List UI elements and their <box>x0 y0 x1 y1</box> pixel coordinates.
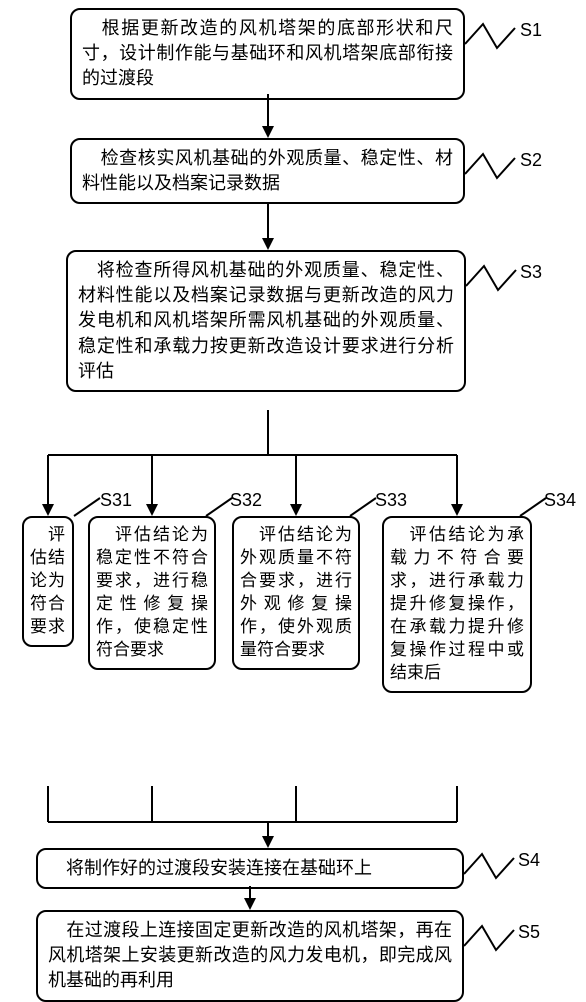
step-s33-box: 评估结论为外观质量不符合要求，进行外观修复操作，使外观质量符合要求 <box>232 516 360 670</box>
step-s3-box: 将检查所得风机基础的外观质量、稳定性、材料性能以及档案记录数据与更新改造的风力发… <box>66 250 466 392</box>
step-s32-box: 评估结论为稳定性不符合要求，进行稳定性修复操作，使稳定性符合要求 <box>88 516 216 670</box>
step-s33-label: S33 <box>375 490 407 511</box>
label-connector-s5 <box>464 918 519 958</box>
step-s1-box: 根据更新改造的风机塔架的底部形状和尺寸，设计制作能与基础环和风机塔架底部衔接的过… <box>70 8 465 100</box>
step-s1-label: S1 <box>520 20 542 41</box>
label-connector-s2 <box>465 146 520 186</box>
step-s4-text: 将制作好的过渡段安装连接在基础环上 <box>48 858 372 878</box>
step-s34-label: S34 <box>544 490 576 511</box>
label-connector-s1 <box>465 16 520 56</box>
step-s32-label: S32 <box>230 490 262 511</box>
arrow-s2-s3 <box>258 204 278 250</box>
arrow-s1-s2 <box>258 94 278 138</box>
step-s5-label: S5 <box>518 922 540 943</box>
step-s5-text: 在过渡段上连接固定更新改造的风机塔架，再在风机塔架上安装更新改造的风力发电机，即… <box>48 920 452 990</box>
arrow-s4-s5 <box>240 886 260 910</box>
step-s4-label: S4 <box>518 850 540 871</box>
label-connector-s4 <box>464 846 519 886</box>
step-s2-text: 检查核实风机基础的外观质量、稳定性、材料性能以及档案记录数据 <box>82 148 453 193</box>
step-s34-text: 评估结论为承载力不符合要求，进行承载力提升修复操作，在承载力提升修复操作过程中或… <box>390 525 524 682</box>
label-connector-s32 <box>206 494 232 520</box>
step-s5-box: 在过渡段上连接固定更新改造的风机塔架，再在风机塔架上安装更新改造的风力发电机，即… <box>36 910 464 1002</box>
step-s34-box: 评估结论为承载力不符合要求，进行承载力提升修复操作，在承载力提升修复操作过程中或… <box>382 516 532 693</box>
label-connector-s3 <box>466 258 521 298</box>
label-connector-s34 <box>520 494 546 520</box>
step-s31-text: 评估结论为符合要求 <box>30 525 66 636</box>
step-s3-text: 将检查所得风机基础的外观质量、稳定性、材料性能以及档案记录数据与更新改造的风力发… <box>78 260 454 381</box>
label-connector-s33 <box>350 494 376 520</box>
step-s3-label: S3 <box>520 262 542 283</box>
step-s4-box: 将制作好的过渡段安装连接在基础环上 <box>36 848 464 889</box>
merge-children-s4 <box>0 786 586 848</box>
step-s33-text: 评估结论为外观质量不符合要求，进行外观修复操作，使外观质量符合要求 <box>240 525 352 659</box>
step-s31-label: S31 <box>100 490 132 511</box>
step-s32-text: 评估结论为稳定性不符合要求，进行稳定性修复操作，使稳定性符合要求 <box>96 525 208 659</box>
step-s2-label: S2 <box>520 150 542 171</box>
step-s2-box: 检查核实风机基础的外观质量、稳定性、材料性能以及档案记录数据 <box>70 138 465 204</box>
step-s31-box: 评估结论为符合要求 <box>22 516 74 647</box>
step-s1-text: 根据更新改造的风机塔架的底部形状和尺寸，设计制作能与基础环和风机塔架底部衔接的过… <box>82 18 453 88</box>
